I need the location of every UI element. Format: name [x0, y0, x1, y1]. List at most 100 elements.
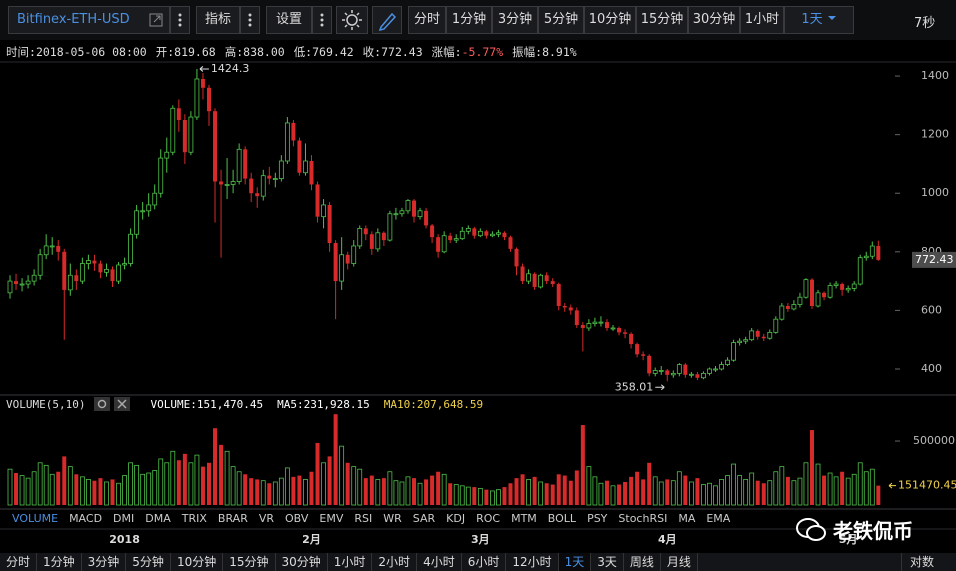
indicator-tab[interactable]: MA: [678, 512, 696, 525]
info-item: 收:772.43: [363, 45, 423, 59]
period-tab[interactable]: 6小时: [462, 553, 507, 571]
period-button[interactable]: 15分钟: [636, 6, 688, 34]
indicator-tab[interactable]: EMV: [319, 512, 344, 525]
period-button[interactable]: 1小时: [740, 6, 784, 34]
candle-body: [749, 330, 755, 341]
indicator-tab[interactable]: ROC: [476, 512, 501, 525]
indicator-tab[interactable]: StochRSI: [618, 512, 668, 525]
menu-icon[interactable]: [170, 6, 190, 34]
volume-bar: [56, 471, 61, 505]
period-tab[interactable]: 1天: [558, 553, 592, 571]
indicator-tab[interactable]: BRAR: [217, 512, 248, 525]
period-button[interactable]: 30分钟: [688, 6, 740, 34]
draw-button[interactable]: [372, 6, 402, 34]
indicator-tab[interactable]: PSY: [587, 512, 608, 525]
volume-bar: [224, 450, 230, 506]
candle-body: [502, 232, 507, 238]
volume-bar: [568, 480, 573, 505]
volume-bar: [321, 462, 326, 506]
volume-bar: [586, 466, 592, 506]
period-tab[interactable]: 10分钟: [171, 553, 224, 571]
candle-body: [459, 230, 465, 240]
period-tab[interactable]: 5分钟: [126, 553, 171, 571]
indicator-tab[interactable]: VOLUME: [12, 512, 59, 525]
candle-body: [321, 204, 326, 218]
period-tab[interactable]: 月线: [661, 553, 698, 571]
close-icon[interactable]: [114, 397, 131, 411]
indicator-tab[interactable]: OBV: [285, 512, 309, 525]
info-bar: 时间:2018-05-06 08:00 开:819.68 高:838.00 低:769…: [6, 44, 586, 60]
period-tab[interactable]: 30分钟: [276, 553, 328, 571]
period-button[interactable]: 1分钟: [446, 6, 492, 34]
indicator-tab[interactable]: BOLL: [547, 512, 577, 525]
settings-button[interactable]: 设置: [266, 6, 312, 34]
candle-body: [652, 370, 658, 374]
candle-body: [236, 148, 242, 182]
theme-button[interactable]: [336, 6, 368, 34]
indicator-tab[interactable]: VR: [258, 512, 275, 525]
indicator-tab[interactable]: WR: [383, 512, 402, 525]
volume-bar: [647, 462, 652, 505]
period-tab[interactable]: 4小时: [417, 553, 462, 571]
period-tab[interactable]: 1分钟: [37, 553, 82, 571]
volume-bar: [104, 481, 109, 506]
period-button[interactable]: 5分钟: [538, 6, 584, 34]
indicator-tab[interactable]: SAR: [412, 512, 436, 525]
candle-body: [224, 184, 230, 186]
indicator-tab[interactable]: RSI: [354, 512, 373, 525]
candle-body: [182, 119, 187, 153]
indicator-button[interactable]: 指标: [196, 6, 240, 34]
volume-bar: [604, 480, 609, 505]
info-value: 819.68: [174, 45, 216, 59]
indicator-tab[interactable]: TRIX: [181, 512, 207, 525]
settings-icon[interactable]: [94, 397, 111, 411]
volume-bar: [477, 487, 483, 506]
period-button[interactable]: 3分钟: [492, 6, 538, 34]
indicator-tab[interactable]: MTM: [511, 512, 537, 525]
log-toggle[interactable]: 对数: [900, 553, 956, 571]
menu-icon[interactable]: [312, 6, 332, 34]
volume-y-tick-label: 500000: [913, 434, 955, 447]
volume-bar: [152, 470, 158, 506]
volume-bar: [544, 483, 549, 505]
period-button[interactable]: 1天: [784, 6, 854, 34]
period-tab[interactable]: 15分钟: [223, 553, 276, 571]
candle-body: [62, 251, 67, 290]
period-button[interactable]: 分时: [408, 6, 446, 34]
indicator-tab[interactable]: EMA: [706, 512, 731, 525]
period-tab[interactable]: 3天: [591, 553, 624, 571]
volume-bar: [260, 480, 266, 506]
volume-bar: [267, 483, 272, 505]
pencil-icon: [378, 12, 397, 32]
period-tab[interactable]: 分时: [0, 553, 38, 571]
candle-body: [707, 368, 712, 374]
volume-bar: [188, 462, 194, 506]
candle-body: [345, 254, 350, 264]
volume-icons[interactable]: [94, 397, 131, 411]
candle-body: [797, 296, 803, 305]
period-tab[interactable]: 1小时: [328, 553, 373, 571]
symbol-box[interactable]: Bitfinex-ETH-USD: [8, 6, 170, 34]
period-tab[interactable]: 周线: [624, 553, 661, 571]
candle-body: [773, 318, 779, 333]
menu-icon[interactable]: [240, 6, 260, 34]
period-button[interactable]: 10分钟: [584, 6, 636, 34]
candle-body: [206, 87, 211, 112]
indicator-tab[interactable]: KDJ: [446, 512, 466, 525]
indicator-tab[interactable]: MACD: [69, 512, 103, 525]
indicator-tab[interactable]: DMA: [145, 512, 171, 525]
candle-body: [647, 355, 652, 374]
candle-body: [19, 283, 25, 286]
period-label: 5分钟: [543, 12, 579, 27]
indicator-tab[interactable]: DMI: [113, 512, 135, 525]
volume-bar: [857, 462, 863, 506]
candle-body: [7, 280, 13, 294]
volume-bar: [472, 487, 477, 505]
volume-bar: [840, 471, 845, 505]
period-tab[interactable]: 12小时: [506, 553, 559, 571]
volume-bar: [128, 462, 134, 506]
period-tab[interactable]: 3分钟: [82, 553, 127, 571]
period-tab[interactable]: 2小时: [372, 553, 418, 571]
wechat-icon: [796, 517, 826, 541]
